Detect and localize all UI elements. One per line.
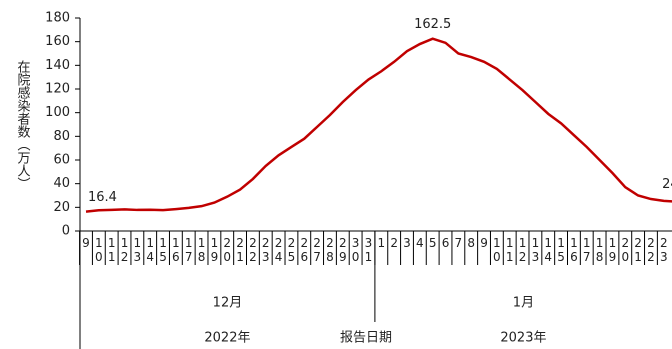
x-tick-label: 19 xyxy=(605,236,619,264)
x-tick-label: 16 xyxy=(567,236,581,264)
x-tick-label: 23 xyxy=(657,236,671,264)
x-tick-label: 5 xyxy=(426,236,440,250)
x-tick-label: 12 xyxy=(118,236,132,264)
y-tick-label: 140 xyxy=(45,58,70,73)
x-tick-label: 20 xyxy=(220,236,234,264)
x-tick-label: 25 xyxy=(284,236,298,264)
year-label: 2023年 xyxy=(500,331,546,346)
data-label: 24.8 xyxy=(662,177,672,192)
y-tick-label: 100 xyxy=(45,105,70,120)
x-tick-label: 6 xyxy=(439,236,453,250)
y-tick-label: 160 xyxy=(45,34,70,49)
x-tick-label: 30 xyxy=(349,236,363,264)
y-tick-label: 20 xyxy=(53,200,70,215)
x-tick-label: 24 xyxy=(272,236,286,264)
x-tick-label: 15 xyxy=(554,236,568,264)
year-label: 2022年 xyxy=(204,331,250,346)
y-tick-label: 60 xyxy=(53,153,70,168)
x-tick-label: 22 xyxy=(246,236,260,264)
x-tick-label: 8 xyxy=(464,236,478,250)
x-tick-label: 27 xyxy=(310,236,324,264)
x-tick-label: 21 xyxy=(631,236,645,264)
x-tick-label: 21 xyxy=(233,236,247,264)
x-tick-label: 20 xyxy=(618,236,632,264)
y-tick-label: 40 xyxy=(53,176,70,191)
y-tick-label: 0 xyxy=(62,224,70,239)
x-tick-label: 4 xyxy=(413,236,427,250)
x-tick-label: 31 xyxy=(361,236,375,264)
x-tick-label: 10 xyxy=(490,236,504,264)
x-tick-label: 26 xyxy=(297,236,311,264)
x-tick-label: 13 xyxy=(528,236,542,264)
x-tick-label: 17 xyxy=(580,236,594,264)
x-tick-label: 13 xyxy=(130,236,144,264)
x-tick-label: 28 xyxy=(323,236,337,264)
x-tick-label: 23 xyxy=(259,236,273,264)
y-tick-label: 120 xyxy=(45,82,70,97)
y-tick-label: 180 xyxy=(45,11,70,26)
x-tick-label: 3 xyxy=(400,236,414,250)
x-tick-label: 19 xyxy=(207,236,221,264)
x-tick-label: 9 xyxy=(79,236,93,250)
x-tick-label: 22 xyxy=(644,236,658,264)
x-tick-label: 16 xyxy=(169,236,183,264)
x-tick-label: 12 xyxy=(516,236,530,264)
x-tick-label: 18 xyxy=(593,236,607,264)
x-tick-label: 7 xyxy=(451,236,465,250)
x-tick-label: 29 xyxy=(336,236,350,264)
x-tick-label: 9 xyxy=(477,236,491,250)
x-tick-label: 14 xyxy=(541,236,555,264)
x-axis-label: 报告日期 xyxy=(340,331,392,346)
x-tick-label: 2 xyxy=(387,236,401,250)
month-label: 1月 xyxy=(513,296,534,311)
data-label: 162.5 xyxy=(414,17,451,32)
y-tick-label: 80 xyxy=(53,129,70,144)
x-tick-label: 1 xyxy=(374,236,388,250)
x-tick-label: 10 xyxy=(92,236,106,264)
x-tick-label: 15 xyxy=(156,236,170,264)
x-tick-label: 18 xyxy=(195,236,209,264)
x-tick-label: 17 xyxy=(182,236,196,264)
x-tick-label: 14 xyxy=(143,236,157,264)
line xyxy=(85,37,672,213)
data-label: 16.4 xyxy=(88,190,117,205)
month-label: 12月 xyxy=(213,296,243,311)
x-tick-label: 11 xyxy=(105,236,119,264)
y-axis-label: 在院感染者数（万人） xyxy=(15,60,31,190)
x-tick-label: 11 xyxy=(503,236,517,264)
